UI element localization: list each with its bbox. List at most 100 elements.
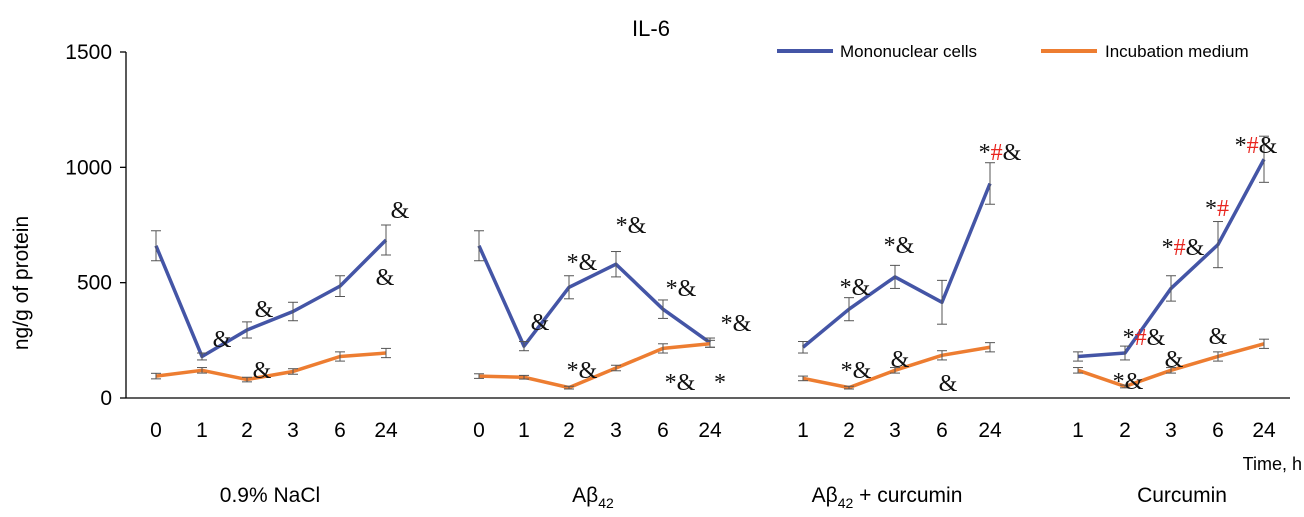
x-tick-label: 2 <box>241 419 253 442</box>
error-bar <box>1120 384 1130 389</box>
error-bar <box>985 342 995 353</box>
error-bar <box>937 279 947 325</box>
error-bar <box>381 347 391 359</box>
error-bar <box>937 350 947 361</box>
error-bar <box>658 299 668 319</box>
x-tick-label: 24 <box>374 419 398 442</box>
y-tick-label: 1500 <box>65 41 112 64</box>
x-tick-label: 6 <box>1212 419 1224 442</box>
x-tick-label: 24 <box>978 419 1002 442</box>
error-bar <box>197 352 207 361</box>
x-tick-label: 6 <box>657 419 669 442</box>
significance-mark: *& <box>721 311 752 337</box>
x-axis-label: Time, h <box>1243 454 1302 474</box>
x-tick-label: 3 <box>610 419 622 442</box>
x-tick-label: 2 <box>843 419 855 442</box>
error-bar <box>1166 367 1176 374</box>
error-bar <box>658 343 668 354</box>
group-3 <box>1073 135 1269 389</box>
error-bar <box>705 339 715 348</box>
y-tick-label: 1000 <box>65 156 112 179</box>
error-bar <box>611 251 621 278</box>
chart-title: IL-6 <box>632 16 670 41</box>
series-line-mononuclear <box>477 245 712 348</box>
error-bar <box>474 373 484 379</box>
legend-label-0: Mononuclear cells <box>840 42 977 61</box>
error-bar <box>890 264 900 289</box>
error-bar <box>890 367 900 374</box>
series-line-incubation <box>155 351 387 382</box>
error-bar <box>1073 351 1083 362</box>
x-tick-label: 6 <box>334 419 346 442</box>
significance-mark: & <box>1165 347 1184 373</box>
significance-mark: *#& <box>1123 325 1166 351</box>
x-tick-label: 1 <box>196 419 208 442</box>
error-bar <box>844 297 854 322</box>
error-bar <box>288 301 298 322</box>
x-tick-label: 2 <box>1119 419 1131 442</box>
y-tick-label: 0 <box>100 387 112 410</box>
error-bar <box>1166 275 1176 302</box>
significance-mark: & <box>213 327 232 353</box>
error-bar <box>197 367 207 374</box>
x-tick-label: 3 <box>1165 419 1177 442</box>
x-tick-label: 0 <box>150 419 162 442</box>
error-bar <box>564 275 574 300</box>
group-label-3: Curcumin <box>1137 484 1227 507</box>
x-tick-label: 1 <box>797 419 809 442</box>
significance-mark: & <box>391 198 410 224</box>
significance-mark: *& <box>841 358 872 384</box>
significance-mark: *#& <box>1162 235 1205 261</box>
x-tick-label: 1 <box>518 419 530 442</box>
error-bar <box>985 162 995 205</box>
error-bar <box>519 340 529 352</box>
error-bar <box>242 376 252 383</box>
error-bar <box>564 385 574 390</box>
significance-mark: & <box>891 347 910 373</box>
x-tick-label: 3 <box>287 419 299 442</box>
series-line-mononuclear <box>154 238 388 359</box>
error-bar <box>798 340 808 354</box>
significance-mark: & <box>939 371 958 397</box>
x-tick-label: 0 <box>473 419 485 442</box>
error-bar <box>1213 351 1223 362</box>
significance-mark: *#& <box>1235 133 1278 159</box>
x-tick-label: 1 <box>1072 419 1084 442</box>
x-tick-label: 24 <box>1252 419 1276 442</box>
group-1 <box>474 230 715 390</box>
x-tick-label: 3 <box>889 419 901 442</box>
error-bar <box>798 375 808 382</box>
error-bar <box>151 372 161 380</box>
error-bar <box>1073 367 1083 374</box>
significance-mark: *& <box>666 276 697 302</box>
group-2 <box>798 162 995 390</box>
x-tick-label: 6 <box>936 419 948 442</box>
x-tick-label: 24 <box>698 419 722 442</box>
significance-mark: *& <box>616 213 647 239</box>
y-axis-label: ng/g of protein <box>10 216 33 350</box>
error-bar <box>1259 135 1269 183</box>
group-0 <box>151 224 391 383</box>
legend-label-1: Incubation medium <box>1105 42 1249 61</box>
significance-mark: *# <box>1205 196 1229 222</box>
error-bar <box>242 321 252 339</box>
significance-mark: *& <box>665 370 696 396</box>
significance-mark: & <box>1209 324 1228 350</box>
group-label-1: Aβ42 <box>572 484 614 511</box>
error-bar <box>1213 221 1223 269</box>
significance-mark: *#& <box>979 140 1022 166</box>
significance-mark: *& <box>840 275 871 301</box>
significance-mark: *& <box>567 250 598 276</box>
significance-mark: *& <box>884 233 915 259</box>
y-tick-label: 500 <box>77 272 112 295</box>
error-bar <box>611 364 621 372</box>
group-label-0: 0.9% NaCl <box>220 484 320 507</box>
error-bar <box>844 385 854 390</box>
error-bar <box>381 224 391 256</box>
significance-mark: & <box>253 358 272 384</box>
error-bar <box>288 368 298 375</box>
error-bar <box>335 351 345 362</box>
error-bar <box>1259 338 1269 349</box>
error-bar <box>1120 345 1130 361</box>
